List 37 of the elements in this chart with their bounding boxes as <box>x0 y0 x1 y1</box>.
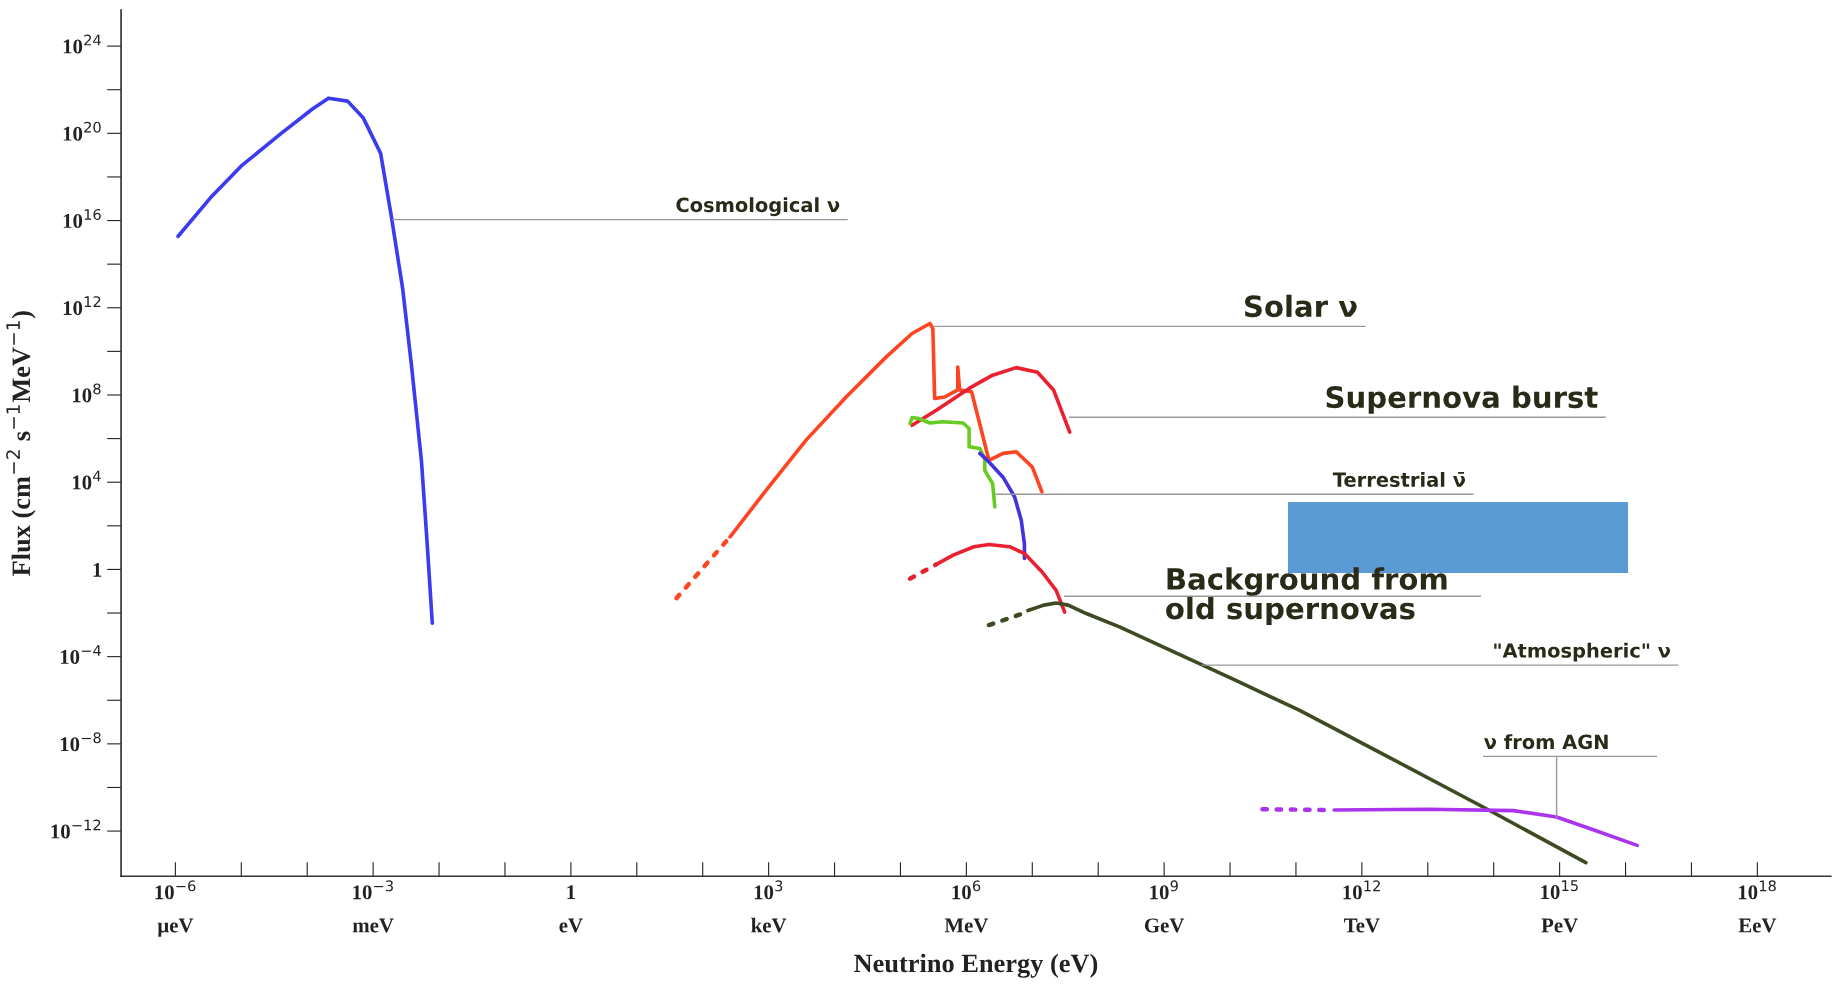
x-tick-label: 10$^{15}$ <box>1541 880 1578 900</box>
y-tick-label: 10$^{16}$ <box>63 208 101 228</box>
annotation: "Atmospheric" ν <box>1494 642 1671 662</box>
x-tick-label: 10$^{−6}$ <box>155 880 196 900</box>
x-axis-title: Neutrino Energy (eV) <box>854 953 1098 978</box>
y-tick-label: 10$^{−12}$ <box>51 819 101 839</box>
text: eV <box>559 918 583 933</box>
x-tick-label: 10$^{9}$ <box>1150 880 1178 900</box>
x-tick-label: 10$^{6}$ <box>952 880 981 900</box>
annotation: Solar ν <box>1245 294 1357 318</box>
text: keV <box>751 917 787 933</box>
x-tick-label: 10$^{3}$ <box>754 880 783 900</box>
x-tick-label: 1 <box>567 885 576 900</box>
annotation: Terrestrial ν̄ <box>1332 471 1466 488</box>
y-axis-title: Flux (cm$^{−2}$ s$^{−1}$MeV$^{−1}$) <box>6 311 36 576</box>
y-tick-label: 10$^{20}$ <box>63 121 101 141</box>
x-tick-label: 10$^{−3}$ <box>353 880 393 900</box>
y-tick-label: 10$^{12}$ <box>63 296 101 316</box>
text: µeV <box>157 918 194 937</box>
text: EeV <box>1738 918 1777 933</box>
annotation: Supernova burst <box>1326 385 1598 414</box>
text: GeV <box>1144 918 1185 933</box>
text: PeV <box>1541 918 1578 933</box>
y-tick-label: 10$^{24}$ <box>63 34 101 54</box>
annotation: Background from old supernovas <box>1166 567 1447 626</box>
annotation: ν from AGN <box>1484 734 1608 750</box>
y-tick-label: 10$^{−8}$ <box>60 732 101 752</box>
x-tick-label: 10$^{12}$ <box>1343 880 1380 900</box>
annotation: Cosmological ν <box>676 197 840 217</box>
text: TeV <box>1344 918 1380 933</box>
text: MeV <box>944 918 989 933</box>
text: meV <box>352 918 394 933</box>
y-tick-label: 10$^{4}$ <box>72 470 101 490</box>
y-tick-label: 10$^{8}$ <box>72 383 101 403</box>
y-tick-label: 1 <box>93 562 102 577</box>
x-tick-label: 10$^{18}$ <box>1738 880 1776 900</box>
y-tick-label: 10$^{−4}$ <box>60 645 101 664</box>
